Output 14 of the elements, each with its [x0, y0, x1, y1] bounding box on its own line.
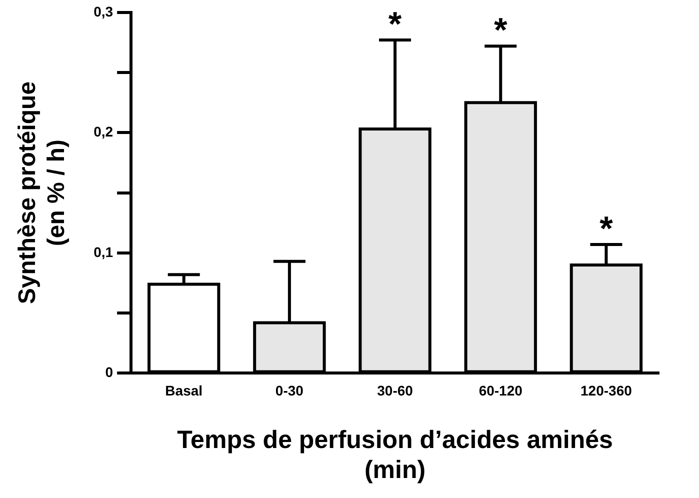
x-tick-label: Basal — [165, 382, 203, 398]
y-tick-label: 0 — [105, 364, 114, 380]
annotation: * — [494, 11, 508, 50]
y-axis-title: Synthèse protéique (en % / h) — [14, 81, 70, 304]
y-tick-label: 0,3 — [94, 3, 114, 20]
y-tick-label: 0,2 — [94, 124, 114, 140]
x-axis-title: Temps de perfusion d’acides aminés (min) — [177, 426, 613, 484]
annotation: * — [388, 5, 402, 44]
x-tick-label: 30-60 — [377, 382, 414, 398]
x-tick-label: 120-360 — [580, 382, 632, 398]
annotation: * — [600, 210, 614, 248]
x-tick-label: 60-120 — [478, 382, 523, 398]
x-tick-label: 0-30 — [275, 382, 304, 398]
y-tick-label: 0,1 — [94, 244, 114, 260]
